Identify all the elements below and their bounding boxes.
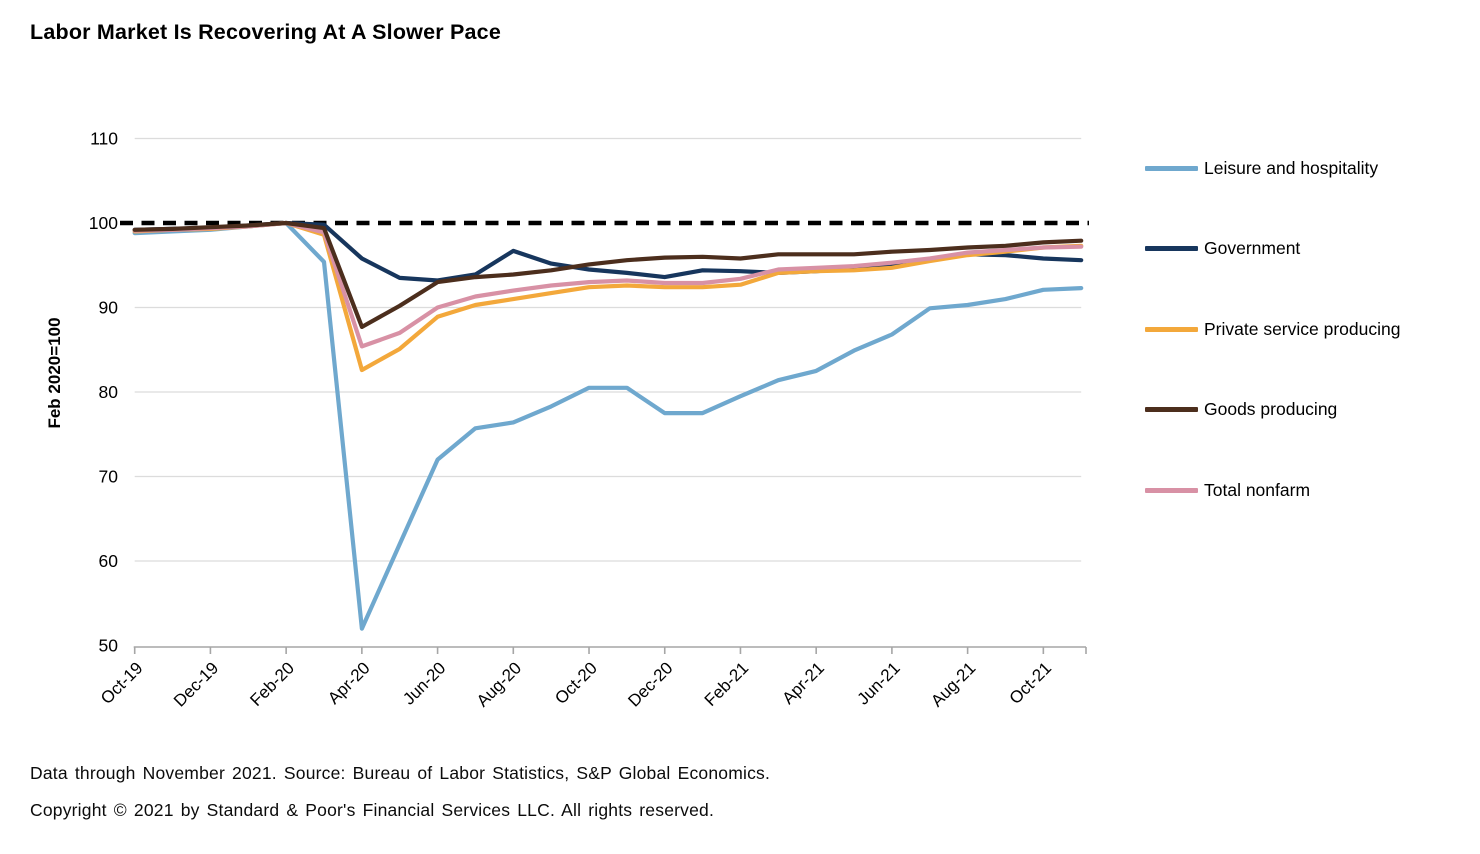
- legend-swatch-government: [1145, 246, 1198, 252]
- source-note: Data through November 2021. Source: Bure…: [30, 763, 771, 783]
- x-tick-label: Jun-21: [854, 658, 904, 708]
- legend-item-leisure-and-hospitality: Leisure and hospitality: [1145, 128, 1475, 209]
- x-tick-label: Dec-19: [170, 658, 222, 710]
- x-tick-label: Oct-21: [1006, 658, 1056, 708]
- legend-label: Government: [1204, 238, 1301, 259]
- legend-item-total-nonfarm: Total nonfarm: [1145, 450, 1475, 531]
- y-tick-label: 50: [99, 636, 119, 656]
- chart-legend: Leisure and hospitality Government Private…: [1145, 128, 1475, 531]
- x-tick-label: Aug-21: [927, 658, 979, 710]
- x-tick-label: Dec-20: [624, 658, 676, 710]
- y-tick-label: 90: [99, 298, 119, 318]
- series-line-private-service-producing: [132, 220, 1084, 373]
- copyright-note: Copyright © 2021 by Standard & Poor's Fi…: [30, 800, 715, 820]
- legend-swatch-goods-producing: [1145, 407, 1198, 413]
- x-tick-label: Apr-21: [778, 658, 828, 708]
- y-tick-label: 70: [99, 467, 119, 487]
- legend-swatch-private-service-producing: [1145, 326, 1198, 332]
- legend-label: Total nonfarm: [1204, 479, 1311, 500]
- legend-label: Goods producing: [1204, 399, 1338, 420]
- legend-item-private-service-producing: Private service producing: [1145, 289, 1475, 370]
- y-tick-label: 60: [99, 551, 119, 571]
- series-line-leisure-and-hospitality: [132, 220, 1084, 631]
- y-tick-label: 110: [90, 129, 118, 149]
- x-tick-label: Jun-20: [399, 658, 449, 708]
- x-tick-label: Feb-20: [246, 658, 298, 710]
- series-line-government: [132, 220, 1084, 283]
- y-tick-label: 100: [89, 213, 118, 233]
- x-tick-label: Apr-20: [324, 658, 374, 708]
- y-tick-label: 80: [99, 382, 119, 402]
- line-chart: Oct-19 Dec-19 Feb-20 Apr-20 Jun-20 Aug-20 Oct-…: [45, 129, 1089, 711]
- series-line-goods-producing: [132, 220, 1084, 329]
- legend-label: Leisure and hospitality: [1204, 157, 1379, 178]
- legend-item-goods-producing: Goods producing: [1145, 370, 1475, 451]
- legend-label: Private service producing: [1204, 318, 1401, 339]
- chart-canvas: Oct-19 Dec-19 Feb-20 Apr-20 Jun-20 Aug-20 Oct-…: [89, 129, 1089, 711]
- page-title: Labor Market Is Recovering At A Slower P…: [30, 20, 501, 44]
- x-tick-label: Oct-20: [551, 658, 601, 708]
- legend-swatch-total-nonfarm: [1145, 487, 1198, 493]
- legend-swatch-leisure-and-hospitality: [1145, 165, 1198, 171]
- x-tick-label: Oct-19: [97, 658, 147, 708]
- y-axis-title: Feb 2020=100: [45, 317, 64, 429]
- legend-item-government: Government: [1145, 209, 1475, 290]
- x-tick-label: Aug-20: [473, 658, 525, 710]
- x-tick-label: Feb-21: [701, 658, 753, 710]
